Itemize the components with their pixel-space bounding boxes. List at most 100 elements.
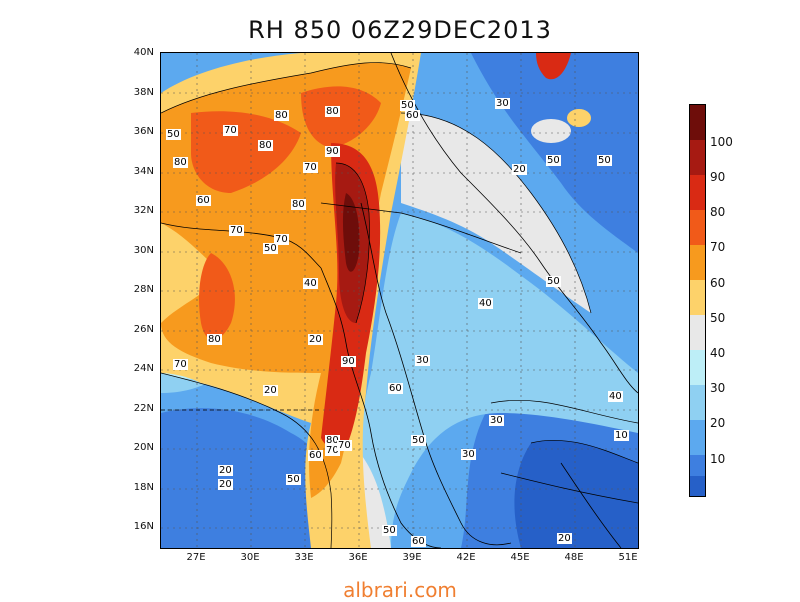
colorbar-label: 10: [710, 452, 726, 466]
contour-label: 90: [341, 356, 356, 367]
rh-field-80-90-west: [191, 111, 301, 193]
contour-label: 60: [405, 110, 420, 121]
contour-label: 80: [325, 435, 340, 446]
chart-title: RH 850 06Z29DEC2013: [248, 16, 552, 44]
colorbar-segment: [690, 210, 705, 245]
x-tick-label: 33E: [294, 552, 314, 563]
map-coastlines: [161, 53, 638, 548]
contour-label: 20: [218, 479, 233, 490]
contour-label: 70: [223, 125, 238, 136]
rh-field-northeast-pale: [531, 119, 571, 143]
contour-label: 70: [325, 445, 340, 456]
contour-label: 80: [325, 106, 340, 117]
colorbar-segment: [690, 175, 705, 210]
y-tick-label: 22N: [133, 403, 154, 414]
contour-label: 70: [274, 234, 289, 245]
colorbar-label: 80: [710, 205, 726, 219]
contour-label: 60: [411, 536, 426, 547]
contour-label: 80: [173, 157, 188, 168]
contour-label: 40: [303, 278, 318, 289]
colorbar-segment: [690, 245, 705, 280]
contour-label: 50: [546, 155, 561, 166]
colorbar-label: 100: [710, 135, 733, 149]
map-plot-area: 50 80 70 80 80 80 50 60 30 90 70 60 80 7…: [160, 52, 639, 549]
contour-label: 70: [337, 440, 352, 451]
y-tick-label: 30N: [133, 245, 154, 256]
colorbar-segment: [690, 350, 705, 385]
colorbar-segment: [690, 385, 705, 420]
y-tick-label: 34N: [133, 166, 154, 177]
y-tick-label: 16N: [133, 521, 154, 532]
rh-field-northeast-peak: [536, 53, 571, 80]
colorbar-label: 30: [710, 381, 726, 395]
rh-field-40-50: [358, 213, 638, 548]
contour-label: 30: [461, 449, 476, 460]
colorbar: [689, 104, 706, 497]
contour-label: 20: [308, 334, 323, 345]
y-tick-label: 20N: [133, 442, 154, 453]
rh-field-80-90-north: [301, 86, 381, 148]
x-tick-label: 45E: [510, 552, 530, 563]
colorbar-label: 90: [710, 170, 726, 184]
rh-field-50-60-east: [401, 113, 591, 313]
contour-label: 30: [415, 355, 430, 366]
colorbar-label: 60: [710, 276, 726, 290]
y-tick-label: 28N: [133, 284, 154, 295]
colorbar-label: 20: [710, 416, 726, 430]
map-contours: [161, 62, 638, 548]
contour-label: 80: [274, 110, 289, 121]
contour-label: 70: [303, 162, 318, 173]
colorbar-label: 40: [710, 346, 726, 360]
y-tick-label: 40N: [133, 47, 154, 58]
contour-label: 50: [411, 435, 426, 446]
colorbar-label: 70: [710, 240, 726, 254]
contour-label: 70: [173, 359, 188, 370]
y-tick-label: 38N: [133, 87, 154, 98]
rh-contour-map: [161, 53, 638, 548]
colorbar-segment: [690, 280, 705, 315]
colorbar-segment: [690, 476, 705, 496]
contour-label: 50: [546, 276, 561, 287]
y-tick-label: 18N: [133, 482, 154, 493]
contour-label: 40: [608, 391, 623, 402]
colorbar-segment: [690, 455, 705, 476]
rh-field-northeast-blue: [471, 53, 638, 253]
contour-label: 80: [291, 199, 306, 210]
contour-label: 90: [325, 146, 340, 157]
colorbar-segment: [690, 315, 705, 350]
x-tick-label: 39E: [402, 552, 422, 563]
contour-label: 60: [308, 450, 323, 461]
contour-label: 20: [263, 385, 278, 396]
colorbar-segment: [690, 105, 705, 140]
x-tick-label: 36E: [348, 552, 368, 563]
x-tick-label: 30E: [240, 552, 260, 563]
contour-label: 20: [218, 465, 233, 476]
x-tick-label: 27E: [186, 552, 206, 563]
contour-label: 30: [489, 415, 504, 426]
contour-label: 10: [614, 430, 629, 441]
colorbar-label: 50: [710, 311, 726, 325]
contour-label: 50: [382, 525, 397, 536]
x-tick-label: 42E: [456, 552, 476, 563]
contour-label: 20: [557, 533, 572, 544]
y-tick-label: 26N: [133, 324, 154, 335]
contour-label: 50: [166, 129, 181, 140]
x-tick-label: 48E: [564, 552, 584, 563]
rh-field-10-20: [161, 408, 341, 548]
contour-label: 50: [597, 155, 612, 166]
y-tick-label: 32N: [133, 205, 154, 216]
contour-label: 40: [478, 298, 493, 309]
rh-field-northeast-blob: [567, 109, 591, 127]
contour-label: 80: [207, 334, 222, 345]
contour-label: 70: [229, 225, 244, 236]
contour-label: 30: [495, 98, 510, 109]
contour-label: 60: [196, 195, 211, 206]
map-gridlines: [161, 53, 638, 548]
contour-label: 60: [388, 383, 403, 394]
website-watermark: albrari.com: [343, 578, 457, 602]
rh-field-0-10-east: [514, 440, 638, 548]
contour-label: 20: [512, 164, 527, 175]
contour-label: 50: [286, 474, 301, 485]
y-tick-label: 24N: [133, 363, 154, 374]
rh-field-80-90-south: [199, 253, 235, 340]
